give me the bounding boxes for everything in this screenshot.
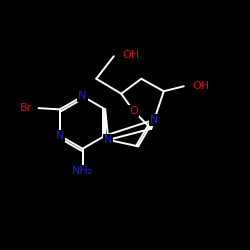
Text: N: N bbox=[150, 115, 158, 125]
Text: OH: OH bbox=[192, 81, 210, 91]
Text: OH: OH bbox=[122, 50, 140, 60]
Text: N: N bbox=[104, 135, 112, 145]
Text: N: N bbox=[56, 130, 64, 140]
Text: O: O bbox=[130, 106, 138, 116]
Text: N: N bbox=[78, 91, 87, 101]
Text: Br: Br bbox=[20, 103, 32, 113]
Text: NH₂: NH₂ bbox=[72, 166, 93, 176]
